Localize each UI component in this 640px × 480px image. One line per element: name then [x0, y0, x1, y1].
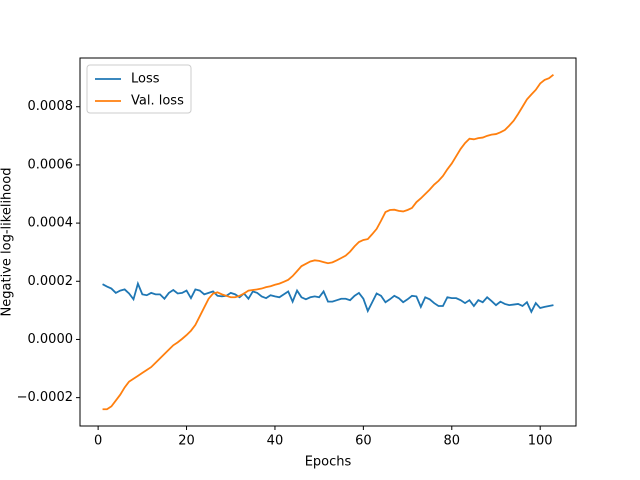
x-tick-label: 100 — [528, 434, 553, 449]
y-tick-label: 0.0002 — [28, 274, 74, 289]
x-tick-label: 60 — [355, 434, 372, 449]
x-tick-label: 20 — [178, 434, 195, 449]
series-line — [102, 280, 554, 314]
x-tick-label: 80 — [444, 434, 461, 449]
series-line — [102, 74, 555, 411]
y-axis-label: Negative log-likelihood — [0, 168, 15, 317]
y-tick-label: 0.0004 — [28, 216, 74, 231]
y-tick-label: 0.0006 — [28, 157, 74, 172]
legend-label: Val. loss — [131, 94, 184, 109]
x-tick-label: 0 — [94, 434, 102, 449]
legend-label: Loss — [131, 72, 160, 87]
y-tick-label: 0.0000 — [28, 332, 74, 347]
y-tick-label: −0.0002 — [17, 390, 73, 405]
x-tick-label: 40 — [267, 434, 284, 449]
x-axis-label: Epochs — [305, 455, 352, 470]
axes-frame — [79, 57, 577, 427]
y-tick-label: 0.0008 — [28, 99, 74, 114]
